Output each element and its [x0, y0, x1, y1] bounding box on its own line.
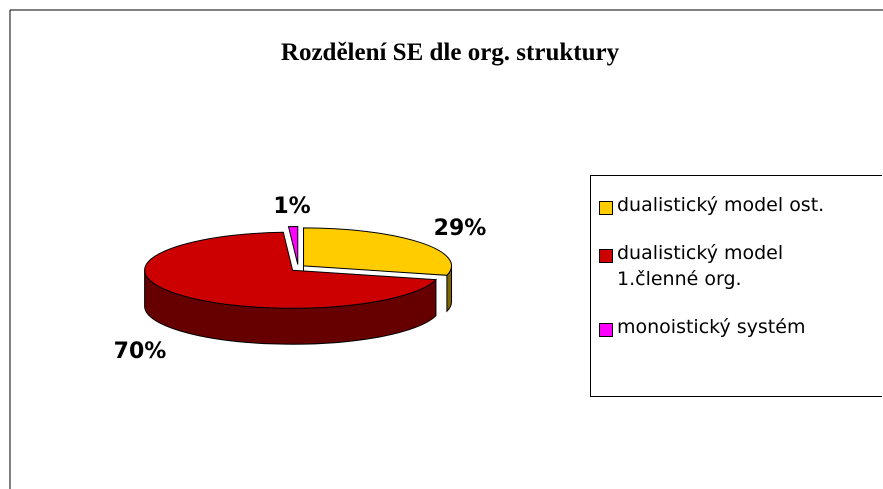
legend-swatch — [599, 249, 613, 263]
legend-item: dualistický model 1.členné org. — [599, 240, 882, 292]
slice-top — [303, 227, 453, 276]
legend-item: dualistický model ost. — [599, 192, 882, 218]
data-label: 29% — [434, 216, 487, 241]
data-label: 70% — [114, 339, 167, 364]
legend-label: dualistický model 1.členné org. — [617, 242, 784, 290]
legend-label: dualistický model ost. — [617, 194, 825, 216]
legend-swatch — [599, 323, 613, 337]
pie-slice — [287, 226, 299, 265]
pie-slice — [144, 231, 438, 345]
data-label: 1% — [273, 194, 310, 219]
legend-swatch — [599, 201, 613, 215]
legend: dualistický model ost. dualistický model … — [590, 175, 882, 397]
slice-top — [287, 226, 299, 265]
legend-label: monoistický systém — [617, 316, 806, 338]
slice-top — [144, 231, 438, 309]
legend-item: monoistický systém — [599, 314, 882, 340]
chart-title: Rozdělení SE dle org. struktury — [281, 39, 620, 66]
